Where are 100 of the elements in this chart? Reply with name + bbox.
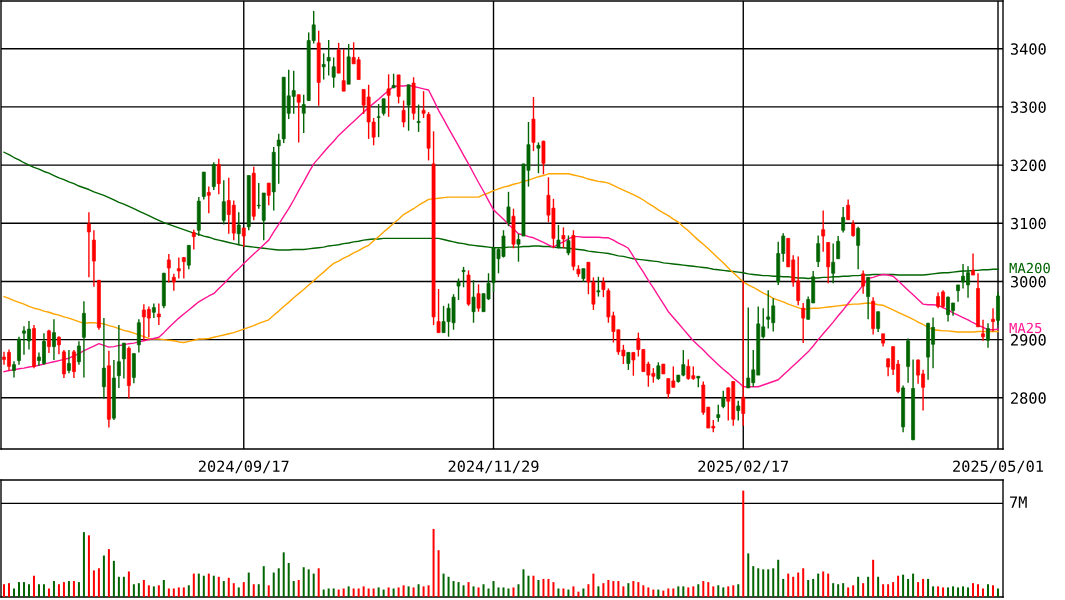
candlestick [221,179,226,226]
bar [492,581,495,597]
bar [342,588,345,597]
bar [382,589,385,597]
bar [832,583,835,597]
candlestick [836,235,841,260]
candlestick [456,277,461,301]
candlestick [321,52,326,81]
candlestick [301,93,306,134]
bar [732,585,735,597]
bar [7,583,10,597]
line-series [3,173,999,344]
candlestick [82,300,86,379]
bar [297,579,300,597]
bar [397,587,400,597]
candlestick [506,191,511,227]
bar [52,581,55,597]
bar [547,578,550,597]
bar [627,583,630,597]
bar [272,572,275,597]
bar [577,591,580,597]
bar [137,583,140,597]
bar [152,586,155,597]
bar [167,588,170,597]
bar [257,584,260,597]
bar [22,582,25,597]
bar [512,587,515,597]
bar [267,585,270,597]
candlestick [376,103,381,138]
bar [752,566,755,597]
candlestick [326,39,331,77]
candlestick [166,253,171,284]
bar [417,584,420,597]
bar [187,585,190,597]
bar [447,576,450,597]
bar [802,568,805,597]
bar [982,588,985,597]
bar [422,586,425,597]
bar [392,588,395,597]
candlestick [461,266,466,288]
candlestick [416,103,421,133]
bar [232,583,235,597]
bar [292,581,295,597]
candlestick [541,139,546,176]
bar [437,550,440,597]
candlestick [846,198,851,221]
bar [792,576,795,597]
candlestick [971,252,975,276]
candlestick [92,229,96,288]
bar [102,555,105,597]
bar [72,581,75,597]
candlestick [67,349,71,375]
bar [992,585,995,597]
bar [527,575,530,597]
bar [287,562,290,597]
bar [47,588,50,597]
bar [567,589,570,597]
bar [607,579,610,597]
bar [172,588,175,597]
bar [852,585,855,597]
bar [482,584,485,597]
candlestick [476,283,481,313]
candlestick [241,227,246,248]
bar [347,586,350,597]
bar [332,588,335,597]
bar [62,582,65,597]
y-tick-label: 3100 [1010,217,1046,230]
candlestick [536,141,541,174]
bar [582,588,585,597]
candlestick [401,99,406,128]
bar [242,582,245,597]
candlestick [191,228,196,251]
bar [247,572,250,597]
bar [87,535,90,597]
bar [657,589,660,597]
bar [32,575,35,597]
bar [112,560,115,597]
candlestick [136,318,141,354]
candlestick [981,319,985,342]
bar [462,585,465,597]
bar [182,587,185,597]
candlestick [181,256,186,280]
bar [762,569,765,597]
bar [632,581,635,597]
bar [157,585,160,597]
bar [262,566,265,597]
bar [357,588,360,597]
candlestick [631,351,636,377]
bar [127,571,130,597]
bar [912,573,915,597]
bar [722,587,725,597]
bar [237,587,240,597]
bar [712,586,715,597]
bar [637,582,640,597]
bar [457,582,460,597]
candlestick [296,93,301,144]
bar [467,582,470,597]
bar [317,568,320,597]
bar [537,579,540,597]
candlestick [156,302,161,326]
